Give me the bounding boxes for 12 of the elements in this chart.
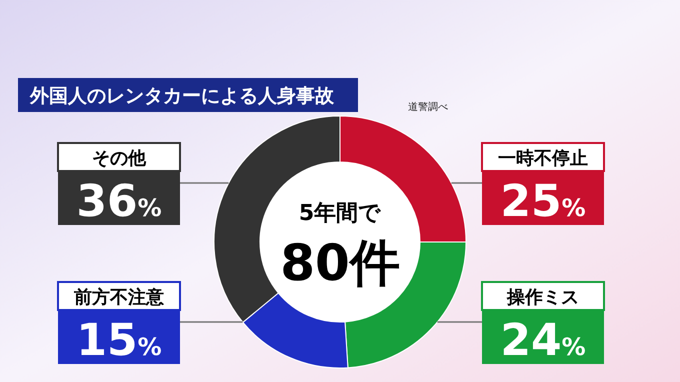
slice-label: 操作ミス bbox=[506, 287, 579, 308]
data-label: 24% bbox=[500, 315, 586, 366]
data-label: 15% bbox=[76, 315, 162, 366]
slice-label: 前方不注意 bbox=[73, 287, 165, 308]
data-label: 36% bbox=[76, 176, 162, 227]
slice-label: 一時不停止 bbox=[498, 148, 588, 169]
slice-label: その他 bbox=[92, 148, 147, 169]
text: 80件 bbox=[280, 234, 400, 292]
text: 5年間で bbox=[298, 201, 382, 226]
text: 道警調べ bbox=[408, 101, 448, 113]
chart-title: 外国人のレンタカーによる人身事故 bbox=[29, 85, 335, 107]
data-label: 25% bbox=[500, 176, 586, 227]
